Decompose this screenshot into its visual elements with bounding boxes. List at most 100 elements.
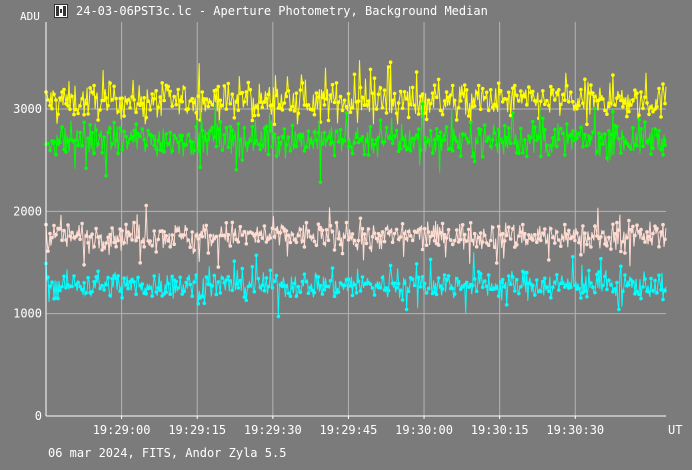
data-point: [408, 234, 413, 238]
data-point: [370, 91, 375, 96]
data-point: [639, 90, 643, 94]
data-point: [210, 102, 215, 107]
data-point: [304, 279, 309, 284]
data-point: [322, 103, 327, 107]
data-point: [394, 286, 399, 290]
data-point: [490, 225, 495, 230]
data-point: [653, 278, 657, 283]
data-point: [466, 114, 471, 118]
data-point: [464, 239, 469, 243]
data-point: [236, 122, 241, 126]
photometry-app-icon[interactable]: [54, 4, 68, 18]
data-point: [460, 223, 465, 227]
data-point: [98, 286, 102, 291]
data-point: [92, 280, 96, 284]
data-point: [591, 130, 595, 134]
data-point: [172, 133, 176, 138]
data-point: [450, 242, 455, 247]
data-point: [352, 141, 357, 145]
data-point: [354, 243, 359, 248]
data-point: [324, 228, 329, 232]
data-point: [176, 228, 180, 233]
data-point: [414, 262, 419, 266]
data-point: [360, 275, 365, 279]
data-point: [182, 233, 186, 237]
data-point: [378, 86, 383, 90]
data-point: [553, 98, 557, 102]
data-point: [511, 86, 515, 90]
data-point: [543, 102, 547, 107]
data-point: [432, 238, 437, 243]
data-point: [647, 112, 651, 117]
data-point: [254, 139, 259, 143]
data-point: [290, 123, 295, 128]
data-point: [110, 142, 114, 146]
data-point: [276, 314, 281, 319]
data-point: [525, 270, 529, 275]
data-point: [527, 233, 531, 237]
data-point: [356, 99, 361, 103]
data-point: [490, 138, 495, 142]
data-point: [232, 135, 237, 139]
data-point: [174, 279, 178, 284]
data-point: [226, 274, 231, 279]
data-point: [146, 128, 150, 133]
data-point: [80, 287, 84, 292]
data-point: [410, 277, 415, 281]
data-point: [62, 147, 66, 152]
data-point: [180, 292, 184, 296]
data-point: [533, 232, 537, 237]
data-point: [647, 234, 651, 239]
data-point: [348, 284, 353, 288]
data-point: [398, 89, 403, 94]
data-point: [498, 280, 503, 284]
data-point: [82, 280, 86, 285]
data-point: [224, 221, 229, 225]
data-point: [609, 247, 613, 251]
data-point: [372, 76, 377, 80]
data-point: [547, 258, 551, 262]
data-point: [480, 155, 485, 159]
data-point: [661, 297, 665, 302]
data-point: [432, 83, 437, 87]
data-point: [338, 242, 343, 247]
data-point: [144, 203, 148, 208]
data-point: [184, 280, 188, 285]
data-point: [256, 142, 261, 146]
data-point: [472, 277, 477, 281]
data-point: [136, 131, 140, 136]
data-point: [531, 283, 535, 288]
data-point: [194, 234, 198, 238]
data-point: [424, 117, 429, 122]
data-point: [106, 275, 110, 280]
data-point: [212, 135, 217, 139]
data-point: [290, 232, 295, 237]
data-point: [274, 227, 279, 232]
data-point: [464, 280, 469, 285]
data-point: [643, 95, 647, 99]
data-point: [90, 290, 94, 294]
data-point: [196, 301, 200, 306]
data-point: [134, 292, 138, 297]
data-point: [312, 290, 317, 295]
series-2: [44, 102, 667, 184]
data-point: [523, 231, 527, 236]
data-point: [152, 229, 156, 233]
data-point: [194, 125, 198, 129]
data-point: [406, 115, 411, 120]
data-point: [156, 138, 160, 143]
data-point: [500, 140, 505, 144]
data-point: [296, 284, 301, 289]
data-point: [272, 132, 277, 137]
data-point: [84, 166, 88, 171]
data-point: [364, 103, 369, 107]
data-point: [585, 242, 589, 247]
data-point: [663, 101, 667, 106]
data-point: [160, 81, 164, 85]
data-point: [82, 120, 86, 124]
data-point: [162, 230, 166, 234]
data-point: [104, 96, 108, 100]
data-point: [605, 287, 609, 292]
data-point: [70, 94, 74, 99]
data-point: [330, 229, 335, 234]
